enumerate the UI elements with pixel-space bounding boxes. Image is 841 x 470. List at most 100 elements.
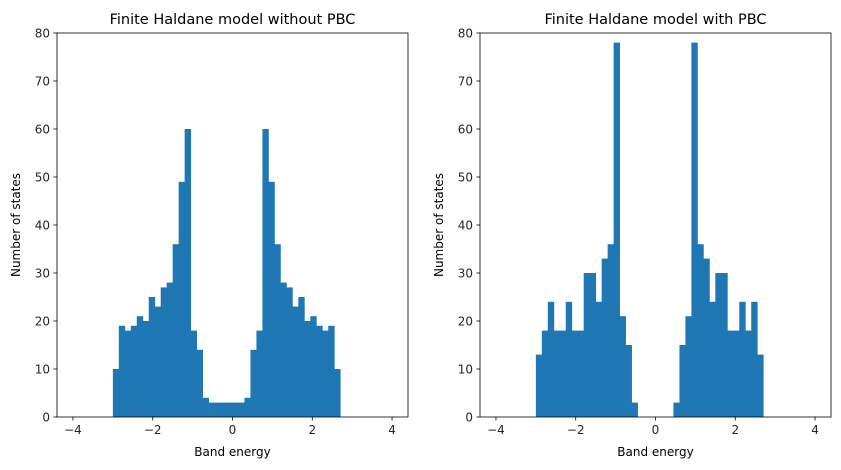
histogram-bar: [703, 258, 710, 417]
histogram-bar: [268, 181, 275, 417]
histogram-bar: [559, 330, 567, 417]
histogram-bar: [631, 402, 638, 417]
histogram-bar: [184, 129, 192, 417]
plot-frame: [56, 32, 409, 418]
histogram-bar: [679, 345, 686, 417]
histogram-bar: [721, 273, 728, 417]
histogram-bar: [619, 316, 626, 417]
x-tick-label: 2: [308, 423, 316, 437]
x-tick-label: −4: [487, 423, 505, 437]
histogram-bars: [112, 129, 341, 417]
y-tick-label: 70: [35, 74, 50, 88]
histogram-bar: [709, 301, 716, 417]
y-tick-label: 50: [458, 170, 473, 184]
y-tick-label: 50: [35, 170, 50, 184]
histogram-bar: [691, 42, 698, 417]
histogram-bar: [130, 325, 138, 417]
histogram-bar: [142, 321, 150, 417]
y-tick-label: 10: [458, 362, 473, 376]
y-tick-label: 0: [42, 410, 50, 424]
histogram-bar: [154, 306, 162, 417]
histogram-bar: [238, 402, 245, 417]
y-axis-ticks: 0 10 20 30 40 50 60 70 80: [35, 26, 57, 424]
x-tick-label: −2: [567, 423, 585, 437]
histogram-bar: [256, 330, 263, 417]
x-tick-label: 4: [811, 423, 819, 437]
histogram-bar: [178, 181, 186, 417]
histogram-bar: [190, 330, 198, 417]
x-tick-label: 2: [731, 423, 739, 437]
histogram-bar: [286, 287, 293, 417]
histogram-bar: [262, 129, 269, 417]
x-tick-label: 0: [652, 423, 660, 437]
histogram-bar: [322, 330, 329, 417]
histogram-bar: [232, 402, 239, 417]
histogram-bar: [553, 330, 561, 417]
histogram-bar: [601, 258, 609, 417]
histogram-bar: [571, 330, 579, 417]
y-tick-label: 80: [35, 26, 50, 40]
y-tick-label: 10: [35, 362, 50, 376]
chart-title: Finite Haldane model without PBC: [110, 12, 356, 28]
y-tick-label: 30: [35, 266, 50, 280]
histogram-bar: [136, 316, 144, 417]
histogram-bar: [220, 402, 227, 417]
histogram-bar: [292, 306, 299, 417]
histogram-bar: [565, 301, 573, 417]
x-tick-label: −4: [64, 423, 82, 437]
histogram-bar: [244, 397, 251, 417]
histogram-bar: [316, 325, 323, 417]
histogram-bar: [733, 330, 740, 417]
histogram-bar: [214, 402, 221, 417]
histogram-bar: [595, 301, 603, 417]
y-tick-label: 70: [458, 74, 473, 88]
histogram-bar: [589, 273, 597, 417]
histogram-bar: [202, 397, 209, 417]
histogram-bar: [172, 244, 180, 417]
histogram-bar: [607, 244, 615, 417]
x-tick-label: 4: [388, 423, 396, 437]
chart-title: Finite Haldane model with PBC: [544, 12, 766, 28]
histogram-bar: [250, 349, 257, 417]
histogram-bar: [124, 330, 132, 417]
histogram-bar: [697, 244, 704, 417]
x-axis-ticks: −4 −2 0 2 4: [64, 417, 396, 437]
x-axis-ticks: −4 −2 0 2 4: [487, 417, 819, 437]
plot-frame: [479, 32, 832, 418]
y-tick-label: 0: [465, 410, 473, 424]
histogram-bar: [757, 354, 764, 417]
histogram-bars: [535, 42, 764, 417]
histogram-bar: [280, 282, 287, 417]
histogram-bar: [118, 325, 126, 417]
y-tick-label: 20: [35, 314, 50, 328]
histogram-bar: [196, 349, 203, 417]
y-tick-label: 20: [458, 314, 473, 328]
y-axis-label: Number of states: [432, 173, 446, 277]
histogram-bar: [715, 273, 722, 417]
histogram-bar: [541, 330, 549, 417]
histogram-bar: [208, 402, 215, 417]
x-axis-label: Band energy: [194, 445, 270, 459]
histogram-bar: [613, 42, 621, 417]
histogram-bar: [298, 297, 305, 417]
y-tick-label: 60: [458, 122, 473, 136]
histogram-bar: [577, 330, 585, 417]
histogram-bar: [727, 330, 734, 417]
histogram-bar: [304, 321, 311, 417]
y-axis-ticks: 0 10 20 30 40 50 60 70 80: [458, 26, 480, 424]
y-tick-label: 60: [35, 122, 50, 136]
histogram-bar: [547, 301, 555, 417]
histogram-bar: [328, 325, 335, 417]
y-tick-label: 40: [35, 218, 50, 232]
y-axis-label: Number of states: [9, 173, 23, 277]
histogram-bar: [673, 402, 680, 417]
histogram-bar: [739, 301, 746, 417]
y-tick-label: 40: [458, 218, 473, 232]
histogram-bar: [583, 273, 591, 417]
histogram-bar: [226, 402, 233, 417]
histogram-bar: [751, 301, 758, 417]
histogram-bar: [685, 316, 692, 417]
chart-panel-right: −4 −2 0 2 4 0 10 20 30 40 50 60 70 80 Finite Haldane…: [432, 12, 832, 459]
x-axis-label: Band energy: [617, 445, 693, 459]
